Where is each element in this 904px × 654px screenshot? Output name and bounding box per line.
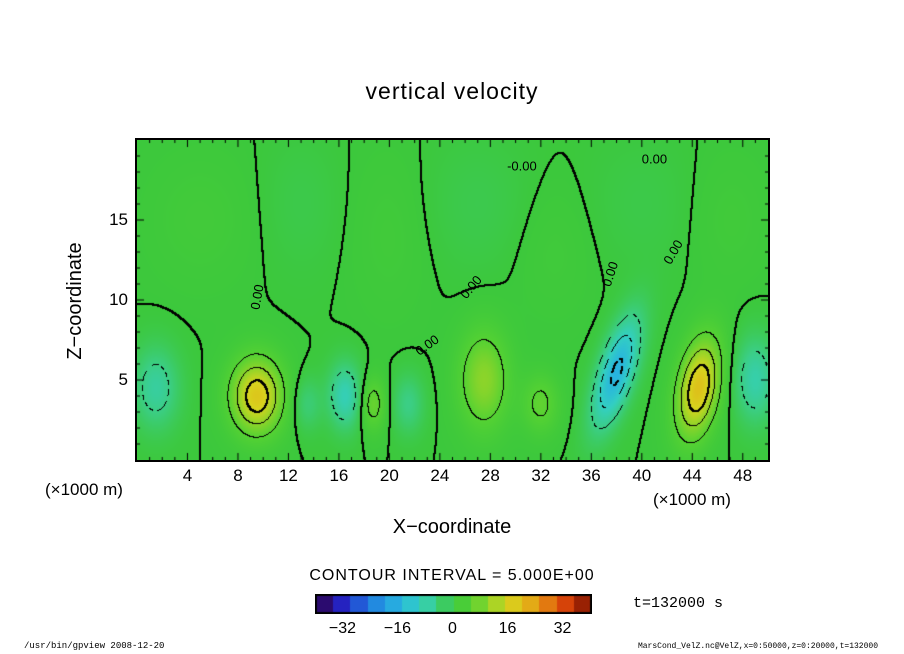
contour-value-label: 0.00 xyxy=(641,151,668,167)
colorbar-tick-label: 0 xyxy=(448,620,457,637)
colorbar-tick-label: 32 xyxy=(553,620,572,637)
x-tick-label: 16 xyxy=(329,466,349,485)
contour-interval-note: CONTOUR INTERVAL = 5.000E+00 xyxy=(309,567,595,584)
colorbar-tick-label: 16 xyxy=(498,620,517,637)
colorbar xyxy=(315,594,592,614)
x-axis-label: X−coordinate xyxy=(392,516,512,538)
plot-area: -0.00 0.00 0.00 0.00 0.00 0.00 0.00 xyxy=(135,138,770,462)
y-tick-label: 10 xyxy=(109,290,128,309)
colorbar-tick-label: −16 xyxy=(383,620,412,637)
x-tick-label: 4 xyxy=(182,466,193,485)
contour-plot-canvas xyxy=(137,140,768,460)
x-axis-unit: (×1000 m) xyxy=(653,490,731,509)
contour-value-label: -0.00 xyxy=(507,158,537,174)
x-tick-label: 20 xyxy=(379,466,399,485)
y-tick-label: 15 xyxy=(109,210,128,229)
chart-title: vertical velocity xyxy=(365,78,539,104)
x-tick-label: 24 xyxy=(430,466,450,485)
x-tick-label: 44 xyxy=(682,466,702,485)
time-label: t=132000 s xyxy=(633,595,724,612)
x-tick-label: 48 xyxy=(733,466,753,485)
colorbar-tick-label: −32 xyxy=(328,620,357,637)
footer-dataset: MarsCond_VelZ.nc@VelZ,x=0:50000,z=0:2000… xyxy=(637,642,878,651)
footer-command: /usr/bin/gpview 2008-12-20 xyxy=(24,641,165,651)
y-axis-unit: (×1000 m) xyxy=(45,480,123,499)
x-tick-label: 8 xyxy=(233,466,243,485)
x-tick-label: 28 xyxy=(480,466,500,485)
x-tick-label: 36 xyxy=(581,466,601,485)
x-tick-label: 32 xyxy=(531,466,551,485)
x-tick-label: 12 xyxy=(278,466,298,485)
y-axis-label: Z−coordinate xyxy=(64,242,86,360)
x-tick-label: 40 xyxy=(632,466,652,485)
y-tick-label: 5 xyxy=(118,370,128,389)
